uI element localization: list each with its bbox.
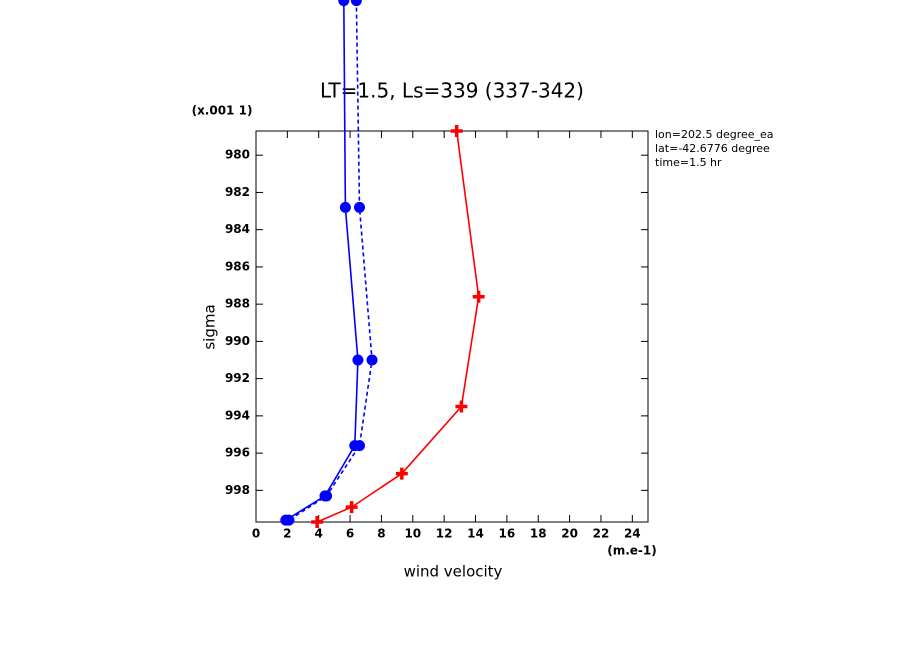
x-axis-label: wind velocity	[404, 563, 503, 581]
x-tick-label: 16	[499, 527, 516, 541]
x-tick-label: 0	[252, 527, 260, 541]
y-tick-label: 980	[225, 148, 250, 162]
marker	[353, 201, 365, 213]
y-tick-label: 990	[225, 334, 250, 348]
plot-frame	[255, 130, 649, 523]
x-tick-label: 6	[346, 527, 354, 541]
y-scale-note: (x.001 1)	[192, 104, 253, 118]
chart-title: LT=1.5, Ls=339 (337-342)	[320, 79, 584, 103]
marker	[283, 514, 295, 526]
marker	[338, 0, 350, 7]
marker	[472, 290, 485, 303]
marker	[350, 0, 362, 7]
y-tick-label: 994	[225, 408, 250, 422]
x-tick-label: 8	[377, 527, 385, 541]
y-tick-label: 986	[225, 259, 250, 273]
marker	[339, 201, 351, 213]
marker	[345, 501, 358, 514]
x-units: (m.e-1)	[607, 544, 657, 558]
marker	[311, 516, 324, 528]
series-line	[285, 0, 359, 521]
marker	[321, 490, 333, 502]
y-tick-label: 998	[225, 483, 250, 497]
x-tick-label: 22	[593, 527, 610, 541]
marker	[450, 125, 463, 137]
x-tick-label: 10	[404, 527, 421, 541]
marker	[366, 354, 378, 366]
x-tick-label: 20	[561, 527, 578, 541]
x-tick-label: 4	[315, 527, 323, 541]
x-tick-label: 14	[467, 527, 484, 541]
y-tick-label: 984	[225, 222, 250, 236]
marker	[395, 467, 408, 480]
y-tick-label: 982	[225, 185, 250, 199]
x-tick-label: 18	[530, 527, 547, 541]
annotation: time=1.5 hr	[655, 156, 722, 169]
y-tick-label: 988	[225, 297, 250, 311]
series-line	[288, 0, 373, 521]
x-tick-label: 2	[283, 527, 291, 541]
marker	[353, 440, 365, 452]
y-tick-label: 992	[225, 371, 250, 385]
x-tick-label: 24	[624, 527, 641, 541]
y-axis-label: sigma	[201, 304, 219, 349]
marker	[352, 354, 364, 366]
series-line	[316, 130, 480, 523]
y-tick-label: 996	[225, 446, 250, 460]
annotation: lat=-42.6776 degree	[655, 142, 770, 155]
annotation: lon=202.5 degree_ea	[655, 128, 774, 141]
marker	[455, 400, 468, 413]
x-tick-label: 12	[436, 527, 453, 541]
